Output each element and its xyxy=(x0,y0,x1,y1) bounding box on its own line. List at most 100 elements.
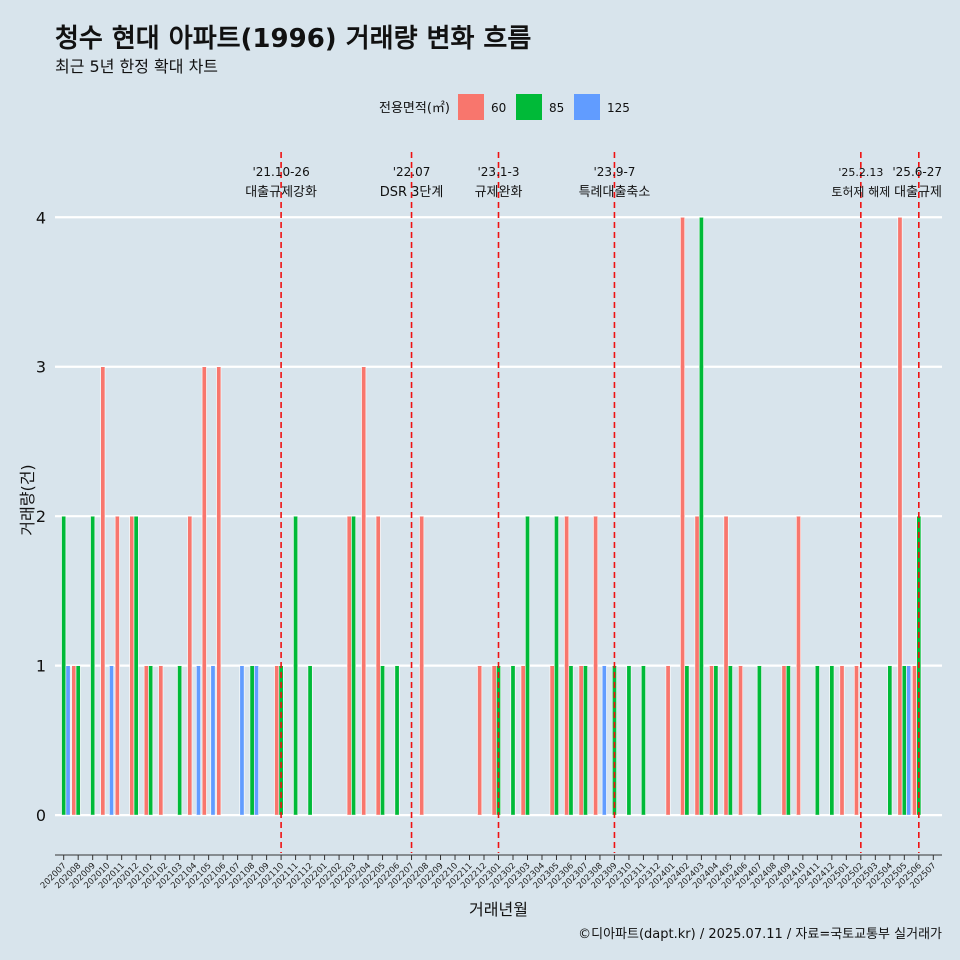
bar-85-202407 xyxy=(756,665,762,816)
source-caption: ©디아파트(dapt.kr) / 2025.07.11 / 자료=국토교통부 실… xyxy=(578,927,942,942)
bar-85-202504 xyxy=(887,665,893,816)
legend-label-85: 85 xyxy=(549,101,564,115)
bar-85-202411 xyxy=(814,665,820,816)
bar-125-202007 xyxy=(65,665,71,816)
bar-85-202402 xyxy=(684,665,690,816)
bar-85-202305 xyxy=(553,515,559,816)
event-date-202309: '23.9-7 xyxy=(593,165,635,179)
legend-title: 전용면적(㎡) xyxy=(379,101,450,116)
bar-60-202404 xyxy=(709,665,715,816)
bar-60-202012 xyxy=(129,515,135,816)
event-label-202502: 토허제 해제 xyxy=(831,185,890,199)
chart-subtitle: 최근 5년 한정 확대 차트 xyxy=(55,57,219,76)
bar-60-202102 xyxy=(158,665,164,816)
bar-60-202403 xyxy=(694,515,700,816)
bar-60-202101 xyxy=(143,665,149,816)
bar-125-202505 xyxy=(906,665,912,816)
legend-swatch-60 xyxy=(458,94,484,120)
y-tick-label: 4 xyxy=(36,208,46,227)
bar-60-202308 xyxy=(593,515,599,816)
bar-60-202505 xyxy=(897,216,903,816)
bar-60-202106 xyxy=(216,366,222,816)
bar-60-202011 xyxy=(114,515,120,816)
bar-85-202409 xyxy=(785,665,791,816)
y-tick-label: 2 xyxy=(36,507,46,526)
bar-60-202104 xyxy=(187,515,193,816)
bar-60-202212 xyxy=(477,665,483,816)
bar-60-202303 xyxy=(520,665,526,816)
bar-125-202105 xyxy=(210,665,216,816)
y-tick-label: 3 xyxy=(36,358,46,377)
bar-60-202110 xyxy=(274,665,280,816)
bar-125-202108 xyxy=(253,665,259,816)
event-label-202506: 대출규제 xyxy=(894,185,942,200)
bar-60-202105 xyxy=(201,366,207,816)
bar-60-202010 xyxy=(100,366,106,816)
legend-swatch-125 xyxy=(574,94,600,120)
y-tick-label: 1 xyxy=(36,657,46,676)
bar-60-202306 xyxy=(564,515,570,816)
bar-85-202009 xyxy=(90,515,96,816)
bar-85-202111 xyxy=(293,515,299,816)
bar-60-202402 xyxy=(680,216,686,816)
bar-60-202204 xyxy=(361,366,367,816)
y-tick-label: 0 xyxy=(36,806,46,825)
bar-85-202012 xyxy=(133,515,139,816)
bar-85-202103 xyxy=(177,665,183,816)
event-date-202301: '23.1-3 xyxy=(478,165,520,179)
bar-60-202409 xyxy=(781,665,787,816)
bar-85-202310 xyxy=(626,665,632,816)
event-label-202207: DSR 3단계 xyxy=(380,185,444,200)
bar-85-202306 xyxy=(568,665,574,816)
chart-title: 청수 현대 아파트(1996) 거래량 변화 흐름 xyxy=(55,24,532,54)
bar-60-202502 xyxy=(854,665,859,816)
bar-85-202302 xyxy=(510,665,516,816)
bar-85-202108 xyxy=(249,665,255,816)
bar-60-202205 xyxy=(375,515,381,816)
legend-swatch-85 xyxy=(516,94,542,120)
legend-label-60: 60 xyxy=(491,101,506,115)
bar-85-202203 xyxy=(351,515,357,816)
bar-85-202101 xyxy=(148,665,154,816)
bar-85-202008 xyxy=(75,665,81,816)
bar-85-202303 xyxy=(525,515,530,816)
event-date-202506: '25.6-27 xyxy=(892,165,942,179)
bar-60-202506 xyxy=(911,665,917,816)
event-date-202502: '25.2.13 xyxy=(838,166,883,179)
bar-60-202405 xyxy=(723,515,729,816)
x-axis-title: 거래년월 xyxy=(469,900,528,919)
event-label-202309: 특례대출축소 xyxy=(579,185,651,200)
bar-85-202412 xyxy=(829,665,835,816)
bar-85-202311 xyxy=(640,665,646,816)
bar-125-202107 xyxy=(239,665,245,816)
bar-85-202403 xyxy=(698,216,704,816)
bar-60-202307 xyxy=(578,665,584,816)
event-date-202110: '21.10-26 xyxy=(252,165,309,179)
legend: 전용면적(㎡) 60 85 125 xyxy=(379,94,630,120)
event-label-202110: 대출규제강화 xyxy=(245,185,317,200)
legend-label-125: 125 xyxy=(607,101,630,115)
bar-60-202401 xyxy=(665,665,671,816)
bar-85-202405 xyxy=(727,665,733,816)
bar-60-202008 xyxy=(71,665,77,816)
bar-60-202406 xyxy=(738,665,744,816)
bar-85-202205 xyxy=(380,665,386,816)
bar-85-202307 xyxy=(582,665,588,816)
bar-85-202206 xyxy=(394,665,400,816)
bar-85-202404 xyxy=(713,665,719,816)
event-date-202207: '22.07 xyxy=(393,165,431,179)
bar-60-202410 xyxy=(796,515,801,816)
bar-125-202104 xyxy=(196,665,201,816)
bar-85-202505 xyxy=(901,665,907,816)
bar-125-202308 xyxy=(601,665,607,816)
bar-60-202208 xyxy=(419,515,425,816)
y-axis-title: 거래량(건) xyxy=(18,464,37,535)
bar-60-202301 xyxy=(491,665,497,816)
bar-60-202203 xyxy=(346,515,352,816)
bar-60-202305 xyxy=(549,665,555,816)
bar-85-202112 xyxy=(307,665,313,816)
bar-125-202010 xyxy=(109,665,114,816)
bar-85-202007 xyxy=(61,515,67,816)
bar-60-202501 xyxy=(839,665,845,816)
